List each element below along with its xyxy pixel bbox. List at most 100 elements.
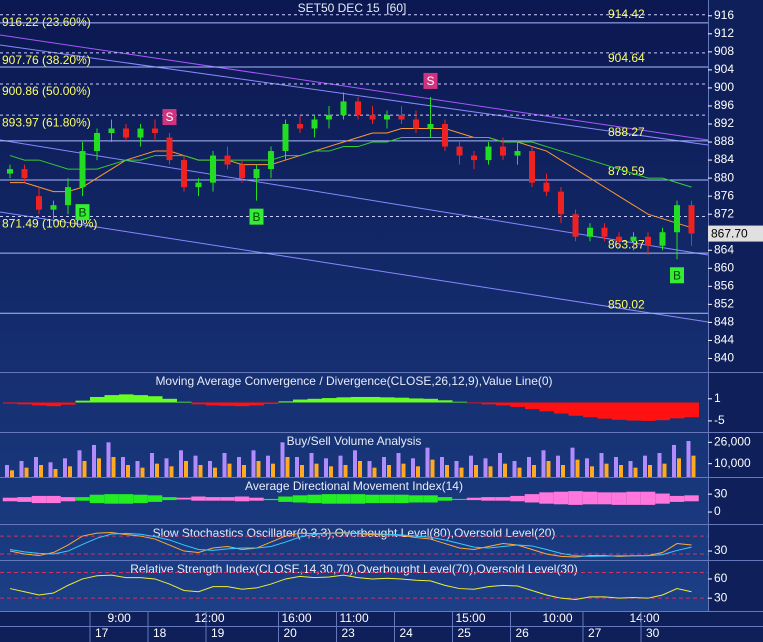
candle-body <box>94 133 100 152</box>
histogram-bar <box>119 394 134 403</box>
volume-bar <box>300 465 304 477</box>
histogram-bar <box>641 402 656 421</box>
volume-bar <box>5 465 9 477</box>
volume-bar <box>367 461 372 477</box>
volume-bar <box>517 467 522 477</box>
histogram-bar <box>510 402 525 407</box>
date-label: 19 <box>211 626 225 640</box>
histogram-bar <box>249 402 264 406</box>
y-tick-label: 852 <box>714 297 734 311</box>
histogram-bar <box>612 402 627 420</box>
dmi-band <box>408 495 424 503</box>
volume-bar <box>193 455 198 477</box>
date-label: 18 <box>153 626 167 640</box>
moving-average <box>10 128 692 229</box>
dmi-band <box>249 497 264 501</box>
volume-bar <box>126 465 130 477</box>
dmi-band <box>452 498 467 500</box>
x-tick-label: 14:00 <box>630 611 660 625</box>
volume-bar <box>24 467 29 477</box>
candle-body <box>558 191 564 215</box>
level-label: 850.02 <box>608 297 645 311</box>
date-label: 25 <box>458 626 472 640</box>
volume-bar <box>179 450 183 477</box>
panel-title: Relative Strength Index(CLOSE,14,30,70),… <box>130 562 578 576</box>
y-tick-label: 900 <box>714 80 734 94</box>
dmi-band <box>524 494 540 503</box>
volume-bar <box>314 463 319 477</box>
volume-bar <box>155 463 159 477</box>
axis-background <box>708 0 763 612</box>
candle-body <box>253 169 260 179</box>
volume-bar <box>488 466 493 477</box>
volume-bar <box>237 457 241 477</box>
volume-bar <box>546 461 551 477</box>
y-tick-label: 26,000 <box>714 435 751 449</box>
candle-body <box>166 137 173 161</box>
candle-body <box>471 155 477 161</box>
y-tick-label: 30 <box>714 486 728 500</box>
histogram-bar <box>684 402 699 418</box>
volume-bar <box>430 459 435 477</box>
volume-bar <box>503 463 507 477</box>
histogram-bar <box>148 396 163 403</box>
dmi-band <box>234 496 250 502</box>
volume-bar <box>309 453 314 477</box>
volume-bar <box>541 450 546 477</box>
dmi-band <box>162 497 177 501</box>
volume-bar <box>164 458 169 477</box>
dmi-band <box>17 497 32 502</box>
volume-bar <box>266 455 270 477</box>
candle-body <box>601 227 608 237</box>
volume-bar <box>619 465 623 477</box>
signal-box <box>162 109 177 126</box>
volume-bar <box>353 450 357 477</box>
signal-label: S <box>165 110 173 124</box>
level-label: 888.27 <box>608 125 645 139</box>
y-tick-label: 10,000 <box>714 456 751 470</box>
y-tick-label: 888 <box>714 134 734 148</box>
dmi-band <box>89 494 105 504</box>
histogram-bar <box>46 402 61 407</box>
candle-body <box>427 124 434 129</box>
dmi-band <box>423 495 438 503</box>
dmi-band <box>394 494 409 504</box>
candle-body <box>152 128 158 134</box>
signal-box <box>423 72 438 89</box>
date-label: 17 <box>95 626 109 640</box>
volume-bar <box>10 470 14 477</box>
volume-bar <box>614 457 618 477</box>
volume-bar <box>372 467 377 477</box>
histogram-bar <box>554 402 569 414</box>
volume-bar <box>184 461 188 477</box>
volume-bar <box>256 461 261 477</box>
candle-body <box>384 114 390 120</box>
dmi-band <box>133 494 148 504</box>
dmi-band <box>611 492 627 505</box>
histogram-bar <box>133 395 148 403</box>
candle-body <box>645 236 651 246</box>
volume-bar <box>570 447 575 477</box>
x-tick-label: 15:00 <box>456 611 486 625</box>
dmi-band <box>669 495 685 502</box>
histogram-bar <box>336 397 351 403</box>
candle-body <box>543 182 550 192</box>
candle-body <box>456 146 463 156</box>
volume-bar <box>643 455 647 477</box>
signal-label: S <box>426 74 434 88</box>
candle-body <box>50 205 57 210</box>
fib-label: 893.97 (61.80%) <box>2 115 91 129</box>
volume-bar <box>628 461 633 477</box>
dmi-band <box>46 495 61 504</box>
histogram-bar <box>206 402 221 406</box>
candle-body <box>210 155 216 183</box>
histogram-bar <box>670 402 685 419</box>
dmi-band <box>437 497 453 501</box>
x-tick-label: 10:00 <box>543 611 573 625</box>
candle-body <box>137 128 144 138</box>
volume-bar <box>213 467 217 477</box>
histogram-bar <box>409 398 424 403</box>
volume-bar <box>416 466 420 477</box>
histogram-bar <box>162 398 177 403</box>
